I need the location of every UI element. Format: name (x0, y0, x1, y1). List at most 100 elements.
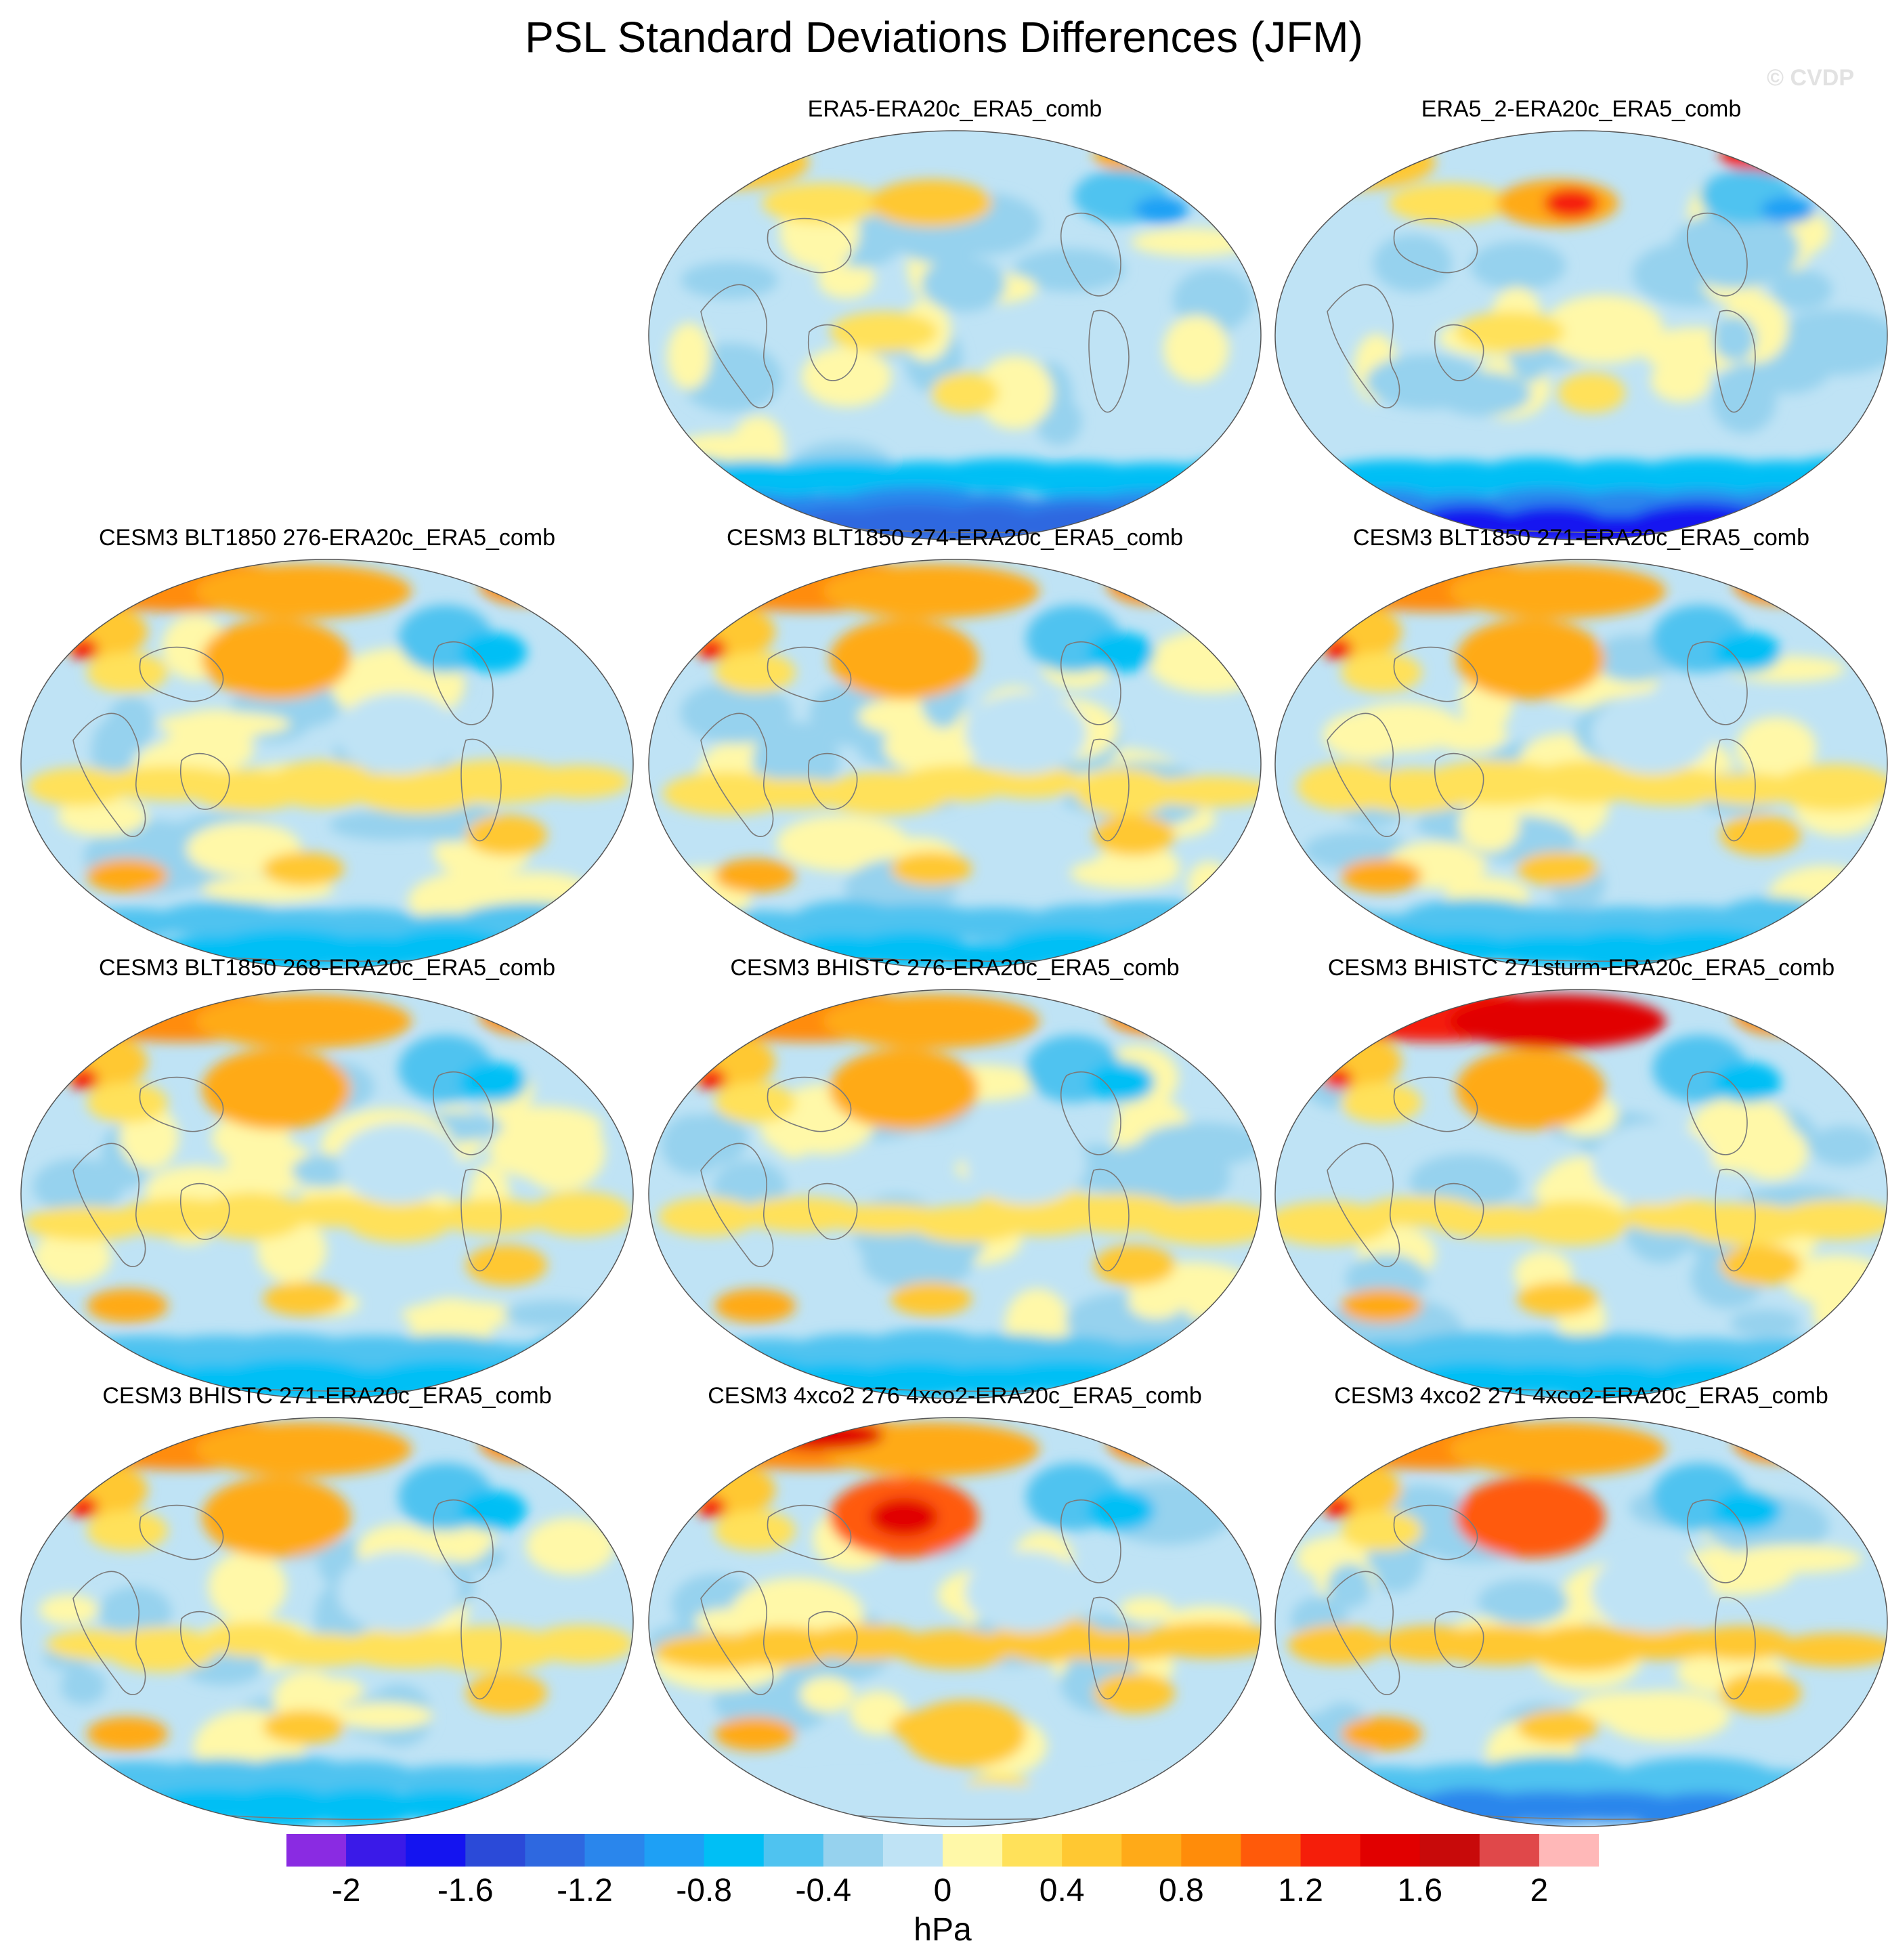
colorbar-swatch (644, 1834, 705, 1867)
coastline (1715, 738, 1756, 842)
coastline (1393, 1076, 1478, 1132)
anomaly-contour (1517, 852, 1598, 886)
coastline (460, 1596, 502, 1700)
coastline (139, 1076, 224, 1132)
colorbar-swatch (1002, 1834, 1063, 1867)
world-map (20, 989, 634, 1399)
coastline (72, 712, 146, 837)
coastline (432, 1499, 494, 1583)
colorbar-swatch (882, 1834, 943, 1867)
anomaly-contour (1456, 1476, 1605, 1558)
anomaly-contour (21, 1789, 112, 1827)
anomaly-contour (805, 1624, 922, 1661)
anomaly-contour (1712, 316, 1757, 362)
anomaly-contour (195, 564, 412, 618)
coastline (767, 646, 852, 702)
coastline (1434, 1611, 1484, 1668)
anomaly-contour (1866, 462, 1887, 507)
anomaly-contour (899, 765, 1011, 802)
anomaly-contour (57, 796, 148, 836)
anomaly-contour (1791, 1769, 1887, 1799)
map-panel-title: ERA5_2-ERA20c_ERA5_comb (1421, 96, 1742, 122)
anomaly-contour (337, 1123, 459, 1204)
map-panel-title: CESM3 BLT1850 276-ERA20c_ERA5_comb (98, 525, 556, 551)
anomaly-contour (1774, 1199, 1887, 1240)
anomaly-contour (87, 859, 168, 893)
anomaly-contour (1765, 487, 1887, 523)
anomaly-contour (649, 1786, 765, 1818)
map-outline (20, 989, 634, 1399)
anomaly-contour (1771, 310, 1887, 375)
anomaly-contour (762, 183, 884, 223)
anomaly-contour (649, 135, 809, 190)
colorbar-tick-label: 1.6 (1397, 1873, 1443, 1909)
anomaly-contour (459, 1062, 527, 1103)
anomaly-contour (53, 1463, 148, 1517)
anomaly-contour (1736, 1124, 1808, 1180)
anomaly-contour (1470, 241, 1566, 291)
anomaly-contour (87, 1289, 168, 1323)
anomaly-contour (1809, 1126, 1879, 1167)
anomaly-contour (1761, 196, 1815, 223)
coastline (700, 1571, 774, 1695)
anomaly-contour (1139, 1122, 1261, 1167)
anomaly-contour (1720, 139, 1815, 173)
anomaly-contour (762, 1421, 884, 1451)
map-panel: ERA5_2-ERA20c_ERA5_comb (1266, 96, 1888, 540)
map-panel-title: CESM3 BHISTC 271-ERA20c_ERA5_comb (102, 1383, 552, 1409)
anomaly-contour (1249, 1783, 1261, 1819)
colorbar-swatch (1419, 1834, 1480, 1867)
anomaly-contour (1288, 1625, 1387, 1665)
colorbar-swatch (1241, 1834, 1302, 1867)
map-panel: CESM3 BHISTC 271-ERA20c_ERA5_comb (12, 1383, 642, 1827)
anomaly-contour (1730, 1544, 1862, 1573)
anomaly-contour (1275, 1201, 1392, 1246)
anomaly-contour (921, 256, 1006, 312)
coastline (1060, 1071, 1121, 1155)
anomaly-contour (1341, 1717, 1422, 1751)
anomaly-contour (263, 1282, 344, 1316)
anomaly-contour (1323, 711, 1410, 759)
anomaly-contour (891, 852, 972, 886)
anomaly-contour (605, 1760, 633, 1800)
map-outline (1274, 559, 1888, 969)
colorbar-tick-label: 0.8 (1158, 1873, 1204, 1909)
coastline (1686, 641, 1748, 725)
coastline (1088, 310, 1130, 413)
anomaly-contour (1573, 1691, 1691, 1725)
anomaly-contour (667, 133, 748, 158)
anomaly-contour (977, 766, 1084, 798)
anomaly-contour (800, 1676, 854, 1713)
anomaly-contour (976, 356, 1054, 429)
colorbar-swatches (286, 1834, 1599, 1867)
anomaly-contour (538, 1771, 633, 1803)
anomaly-contour (1720, 1245, 1801, 1285)
anomaly-contour (195, 1422, 412, 1476)
anomaly-contour (1772, 1340, 1887, 1381)
anomaly-contour (1720, 815, 1801, 855)
anomaly-contour (202, 618, 351, 700)
world-map (20, 559, 634, 969)
anomaly-contour (1558, 372, 1625, 413)
anomaly-contour (337, 1551, 459, 1632)
anomaly-contour (1307, 605, 1402, 659)
anomaly-contour (1307, 1463, 1402, 1517)
coastline (1060, 641, 1121, 725)
map-panel: ERA5-ERA20c_ERA5_comb (640, 96, 1270, 540)
anomaly-contour (53, 1035, 148, 1089)
coastline (767, 1076, 852, 1132)
anomaly-contour (1696, 773, 1802, 806)
anomaly-contour (1275, 1791, 1369, 1827)
anomaly-contour (87, 1717, 168, 1751)
anomaly-contour (1163, 315, 1229, 383)
anomaly-contour (607, 1333, 633, 1370)
anomaly-contour (1421, 760, 1569, 806)
coastline (700, 1143, 774, 1267)
colorbar-swatch (584, 1834, 645, 1867)
anomaly-contour (658, 1197, 758, 1237)
anomaly-contour (87, 652, 168, 693)
map-panel: CESM3 BLT1850 271-ERA20c_ERA5_comb (1266, 525, 1888, 969)
anomaly-contour (1459, 796, 1520, 853)
anomaly-contour (696, 1068, 726, 1090)
colorbar-swatch (943, 1834, 1003, 1867)
